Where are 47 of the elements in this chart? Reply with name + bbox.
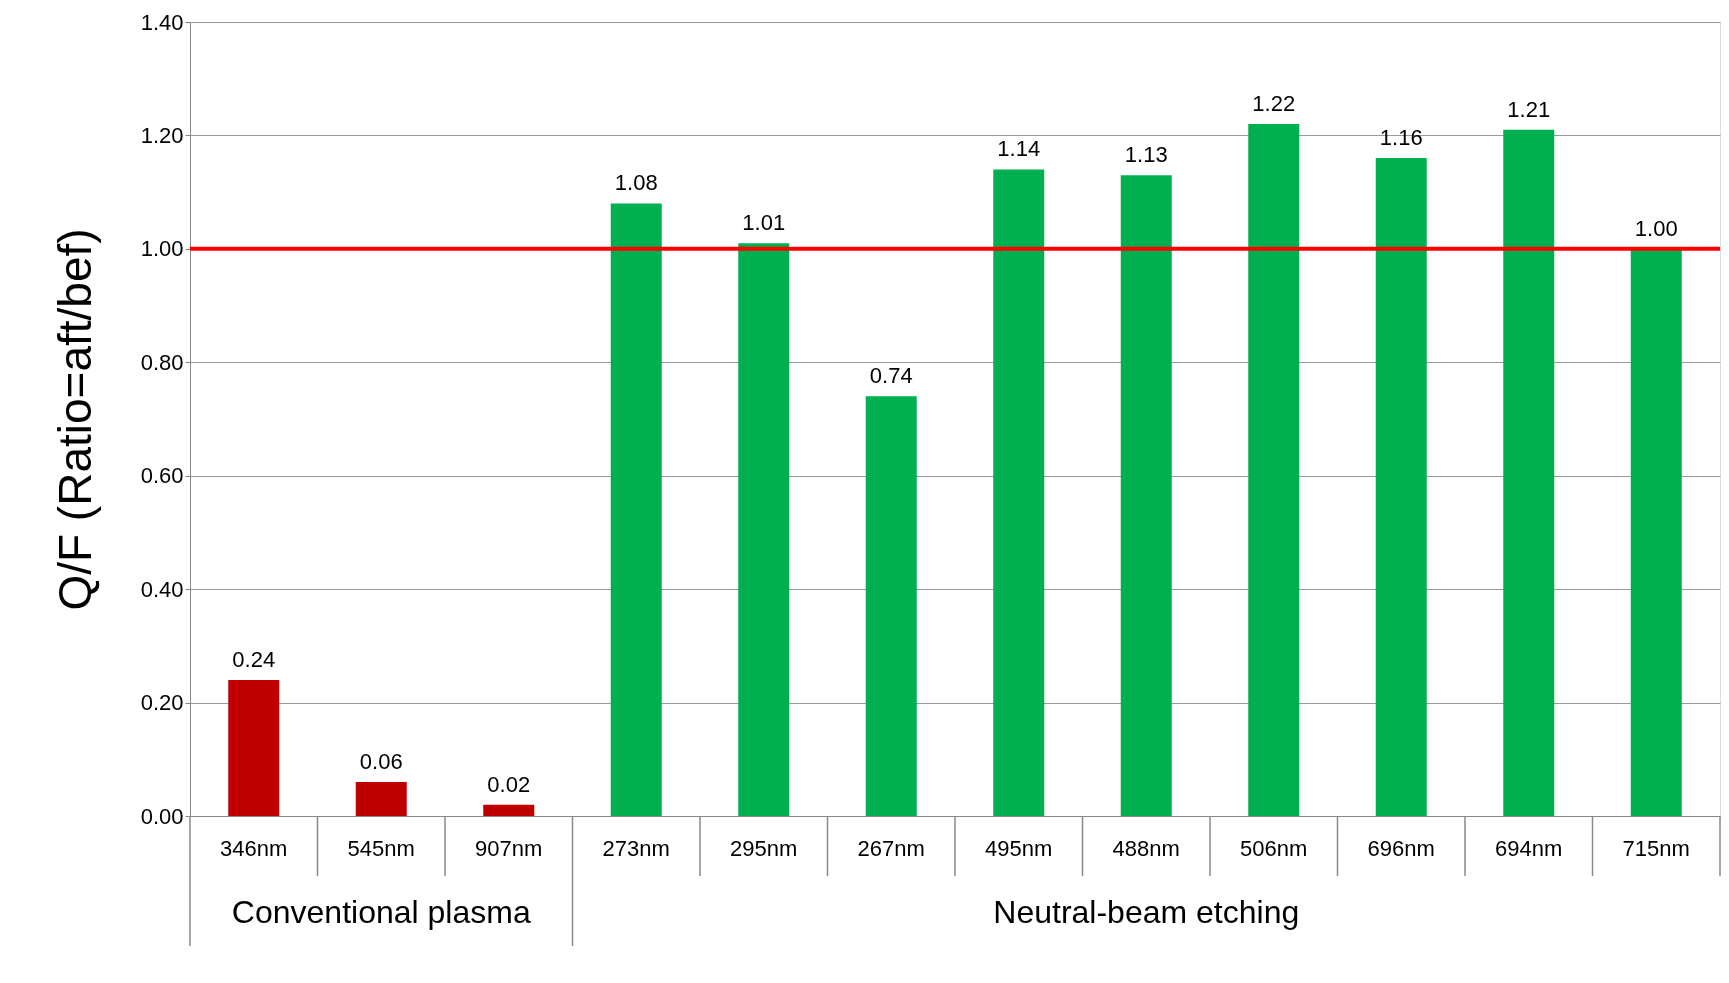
data-label: 0.02 <box>487 771 531 797</box>
data-label: 1.16 <box>1379 125 1423 151</box>
bar <box>1375 158 1427 816</box>
data-label: 0.24 <box>232 646 276 672</box>
x-tick-label: 488nm <box>1112 835 1180 861</box>
bar <box>355 781 407 816</box>
data-label: 1.08 <box>614 170 658 196</box>
bar <box>1120 175 1172 816</box>
y-tick-label: 1.20 <box>140 122 184 148</box>
x-tick-label: 545nm <box>347 835 415 861</box>
bar <box>228 679 280 816</box>
x-tick-label: 295nm <box>730 835 798 861</box>
x-tick-label: 506nm <box>1240 835 1308 861</box>
text: Conventional plasma <box>231 894 531 930</box>
bar <box>738 243 790 816</box>
bar <box>1630 248 1682 816</box>
text: Neutral-beam etching <box>993 894 1300 930</box>
x-tick-label: 495nm <box>985 835 1053 861</box>
y-tick-label: 0.40 <box>140 576 184 602</box>
data-label: 0.06 <box>359 748 403 774</box>
x-tick-label: 346nm <box>220 835 288 861</box>
bar <box>483 804 535 816</box>
data-label: 1.14 <box>997 136 1041 162</box>
data-label: 0.74 <box>869 363 913 389</box>
y-tick-label: 0.20 <box>140 690 184 716</box>
bar <box>1248 124 1300 816</box>
y-tick-label: 0.80 <box>140 349 184 375</box>
x-tick-label: 273nm <box>602 835 670 861</box>
y-tick-label: 1.00 <box>140 236 184 262</box>
bar <box>610 203 662 816</box>
data-label: 1.01 <box>742 210 786 236</box>
bar <box>865 396 917 816</box>
data-label: 1.21 <box>1507 96 1551 122</box>
y-tick-label: 0.60 <box>140 463 184 489</box>
y-tick-label: 1.40 <box>140 9 184 35</box>
y-tick-label: 0.00 <box>140 803 184 829</box>
x-tick-label: 267nm <box>857 835 925 861</box>
data-label: 1.13 <box>1124 142 1168 168</box>
data-label: 1.00 <box>1634 215 1678 241</box>
x-tick-label: 907nm <box>475 835 543 861</box>
x-tick-label: 694nm <box>1495 835 1563 861</box>
x-tick-label: 696nm <box>1367 835 1435 861</box>
y-axis-title: Q/F (Ratio=aft/bef) <box>48 228 101 611</box>
bar <box>993 169 1045 816</box>
bar <box>1503 129 1555 816</box>
x-tick-label: 715nm <box>1622 835 1690 861</box>
data-label: 1.22 <box>1252 91 1296 117</box>
